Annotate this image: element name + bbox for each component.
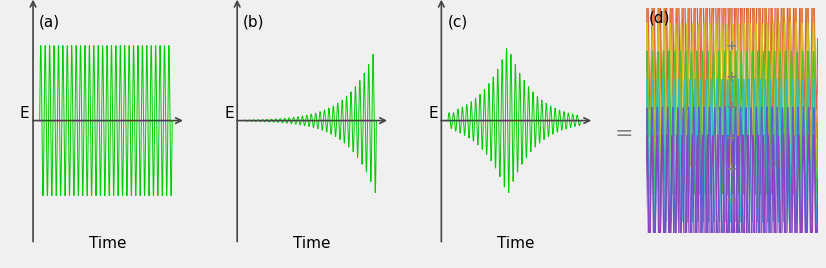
Text: (c): (c) <box>448 15 468 30</box>
Text: +: + <box>726 131 738 145</box>
Text: +: + <box>726 39 738 53</box>
Text: (b): (b) <box>243 15 264 30</box>
Text: +: + <box>726 162 738 176</box>
Text: =: = <box>615 124 633 144</box>
Y-axis label: E: E <box>20 106 30 121</box>
X-axis label: Time: Time <box>497 236 535 251</box>
Text: (a): (a) <box>39 15 60 30</box>
X-axis label: Time: Time <box>89 236 126 251</box>
Y-axis label: E: E <box>224 106 234 121</box>
X-axis label: Time: Time <box>293 236 331 251</box>
Text: +: + <box>726 193 738 207</box>
Y-axis label: E: E <box>428 106 438 121</box>
Text: +: + <box>726 70 738 84</box>
Text: +: + <box>726 100 738 114</box>
Text: (d): (d) <box>649 10 671 25</box>
